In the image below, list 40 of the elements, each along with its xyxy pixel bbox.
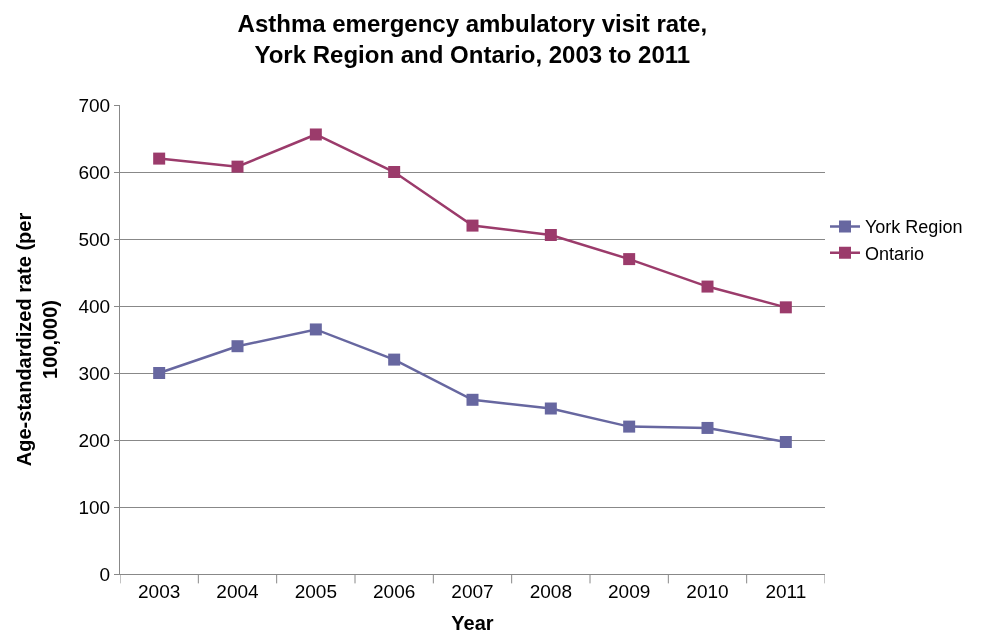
x-tick-label: 2007 [451, 580, 494, 602]
point [623, 253, 636, 266]
x-tick-label: 2005 [294, 580, 337, 602]
x-tick-label: 2009 [608, 580, 651, 602]
point [466, 393, 479, 406]
point [544, 402, 557, 415]
point [779, 436, 792, 449]
x-tick-label: 2003 [138, 580, 181, 602]
y-tick-label: 100 [78, 496, 111, 518]
point [623, 420, 636, 433]
x-axis-title: Year [451, 612, 494, 635]
y-tick-label: 400 [78, 295, 111, 317]
point [544, 228, 557, 241]
point [153, 367, 166, 379]
point [466, 219, 479, 232]
y-axis-title: Age-standardized rate (per 100,000) [13, 212, 61, 467]
point [231, 340, 244, 353]
point [701, 421, 714, 434]
x-tick-label: 2006 [373, 580, 416, 602]
point [701, 280, 714, 293]
point [231, 160, 244, 173]
x-tick-label: 2011 [765, 580, 807, 602]
x-tick-label: 2008 [529, 580, 572, 602]
point [309, 323, 322, 336]
y-tick-label: 300 [78, 362, 111, 384]
point [309, 128, 322, 141]
x-tick-label: 2010 [686, 580, 729, 602]
y-tick-label: 500 [78, 228, 111, 250]
legend-label: Ontario [865, 243, 925, 264]
point [153, 152, 166, 165]
y-tick-label: 600 [78, 161, 111, 183]
x-tick-label: 2004 [216, 580, 260, 602]
point [388, 166, 401, 178]
point [388, 353, 401, 366]
chart-title: Asthma emergency ambulatory visit rate, York Region and Ontario, 2003 to 2011 [237, 10, 708, 69]
point [779, 301, 792, 314]
legend-label: York Region [865, 217, 963, 238]
y-tick-label: 200 [78, 429, 111, 451]
y-tick-label: 700 [78, 94, 111, 116]
y-tick-label: 0 [99, 563, 111, 585]
